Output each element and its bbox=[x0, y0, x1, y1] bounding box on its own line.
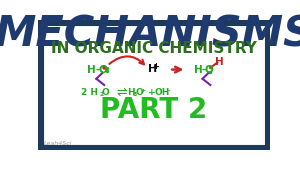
Text: O: O bbox=[135, 88, 143, 97]
Text: ⇌: ⇌ bbox=[116, 86, 127, 99]
Text: O: O bbox=[98, 65, 107, 75]
Text: H: H bbox=[215, 57, 224, 67]
Text: MECHANISMS: MECHANISMS bbox=[0, 14, 300, 56]
Text: -: - bbox=[201, 65, 206, 75]
Text: H: H bbox=[87, 65, 96, 75]
Text: O: O bbox=[204, 65, 213, 75]
Text: +: + bbox=[140, 88, 146, 93]
Text: H: H bbox=[128, 88, 135, 97]
Text: H: H bbox=[194, 65, 202, 75]
Text: OH: OH bbox=[154, 88, 170, 97]
Text: -: - bbox=[167, 88, 170, 93]
Text: O: O bbox=[102, 88, 110, 97]
Text: 2 H: 2 H bbox=[81, 88, 98, 97]
Text: 3: 3 bbox=[133, 92, 137, 96]
Text: H: H bbox=[148, 64, 157, 74]
Text: Leah4Sci: Leah4Sci bbox=[44, 141, 72, 146]
Text: -: - bbox=[95, 65, 99, 75]
FancyBboxPatch shape bbox=[38, 20, 270, 150]
Text: +: + bbox=[153, 62, 160, 71]
Text: IN ORGANIC CHEMISTRY: IN ORGANIC CHEMISTRY bbox=[51, 41, 257, 56]
Text: PART 2: PART 2 bbox=[100, 96, 207, 124]
Text: 2: 2 bbox=[100, 92, 104, 96]
Text: +: + bbox=[148, 88, 156, 97]
